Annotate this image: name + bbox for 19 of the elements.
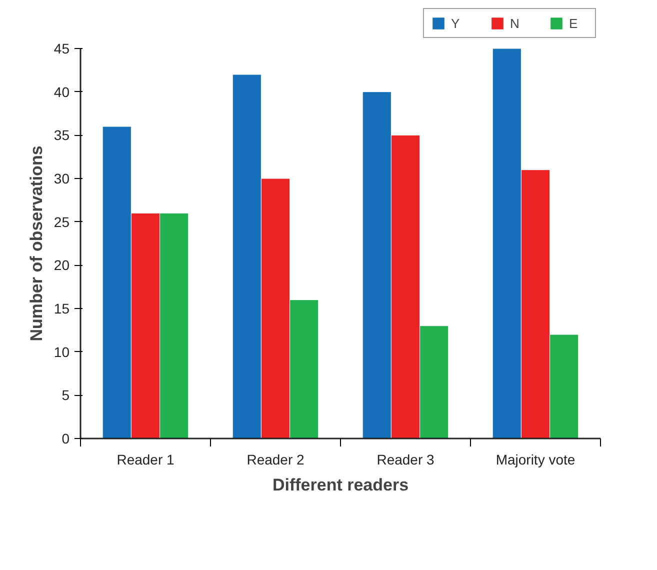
legend-label: Y — [451, 16, 461, 30]
y-tick-label: 40 — [54, 84, 70, 100]
y-tick-label: 5 — [62, 387, 70, 404]
x-axis-title: Different readers — [272, 476, 409, 494]
y-tick-label: 30 — [54, 170, 70, 186]
x-tick-label: Majority vote — [496, 452, 576, 468]
y-axis-title: Number of observations — [26, 146, 46, 342]
x-tick-label: Reader 1 — [116, 452, 175, 468]
y-tick-label: 25 — [54, 214, 70, 230]
y-tick-label: 10 — [54, 344, 70, 360]
y-tick-label: 15 — [54, 300, 70, 316]
x-tick-label: Reader 2 — [246, 452, 305, 468]
y-tick-label: 20 — [54, 257, 70, 274]
legend-label: N — [510, 16, 520, 30]
legend-label: E — [569, 16, 579, 30]
y-tick-label: 0 — [62, 430, 70, 446]
y-tick-label: 35 — [54, 127, 70, 144]
x-tick-label: Reader 3 — [376, 452, 435, 468]
y-tick-label: 45 — [54, 40, 70, 56]
